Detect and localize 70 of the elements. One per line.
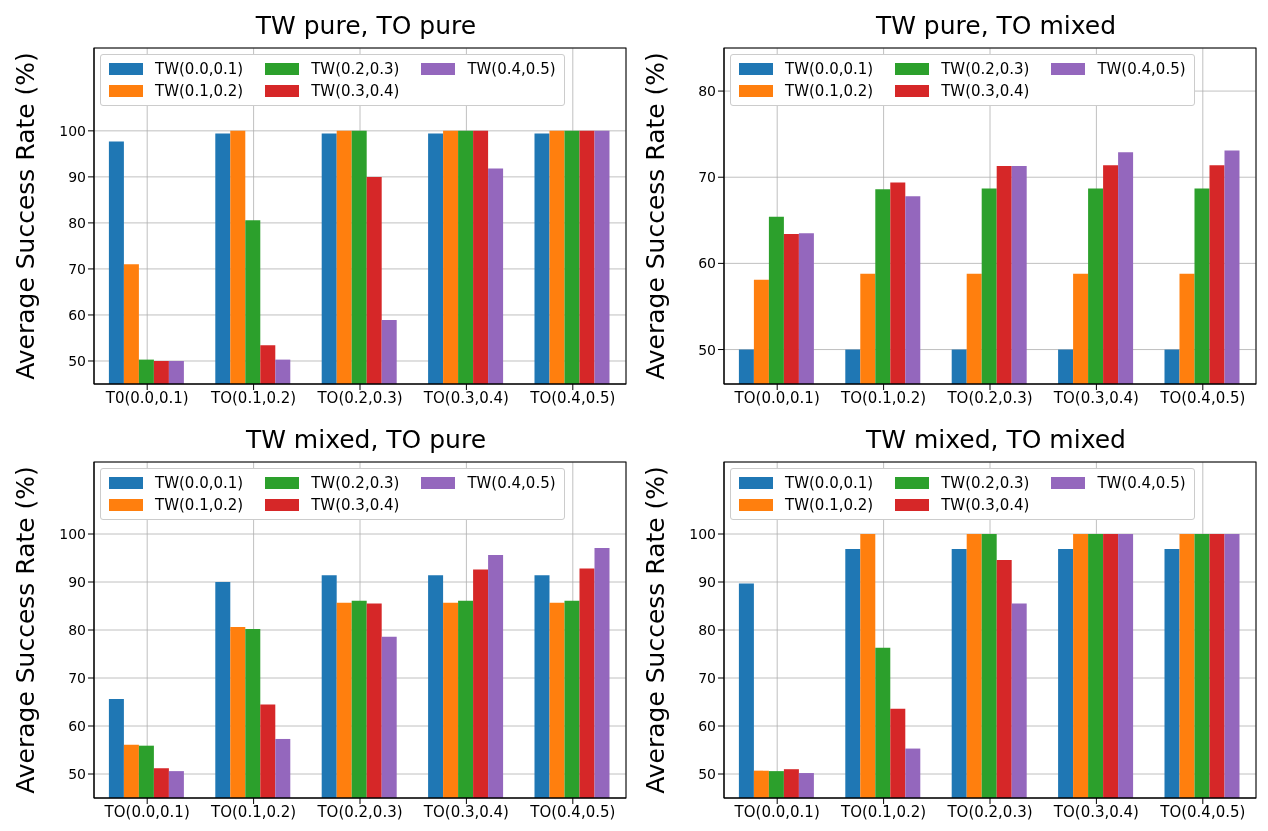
legend-label: TW(0.2,0.3) [941,474,1030,492]
legend-label: TW(0.0,0.1) [785,474,874,492]
legend-label: TW(0.0,0.1) [155,60,244,78]
x-tick-label: TO(0.1,0.2) [210,388,297,407]
y-axis-title: Average Success Rate (%) [10,466,40,794]
y-tick-label: 100 [689,525,716,542]
x-tick-label: TO(0.1,0.2) [210,802,297,821]
y-tick-label: 70 [68,669,86,686]
y-tick-label: 80 [68,621,86,638]
y-tick-label: 80 [698,83,716,100]
x-tick-label: TO(0.3,0.4) [1052,388,1139,407]
x-tick-label: TO(0.2,0.3) [316,802,403,821]
y-axis-title: Average Success Rate (%) [10,52,40,380]
x-tick-label: TO(0.2,0.3) [316,388,403,407]
x-tick-label: TO(0.1,0.2) [840,388,927,407]
y-tick-label: 50 [698,341,716,358]
y-tick-label: 60 [698,717,716,734]
y-tick-label: 100 [59,525,86,542]
y-tick-label: 90 [68,573,86,590]
x-tick-label: TO(0.4,0.5) [1159,388,1246,407]
chart-title: TW pure, TO pure [254,10,478,42]
x-tick-label: TO(0.0,0.1) [733,388,820,407]
x-tick-label: TO(0.0,0.1) [733,802,820,821]
legend-label: TW(0.2,0.3) [941,60,1030,78]
legend-label: TW(0.3,0.4) [311,496,400,514]
chart-title: TW pure, TO mixed [874,10,1118,42]
y-tick-label: 90 [68,168,86,185]
legend-label: TW(0.4,0.5) [1097,60,1186,78]
y-tick-label: 50 [68,765,86,782]
y-tick-label: 60 [698,255,716,272]
x-tick-label: TO(0.2,0.3) [946,802,1033,821]
y-axis-title: Average Success Rate (%) [640,52,670,380]
legend-label: TW(0.2,0.3) [311,474,400,492]
chart-title: TW mixed, TO mixed [865,424,1127,456]
legend-label: TW(0.3,0.4) [311,82,400,100]
x-tick-label: T0(0.0,0.1) [104,388,189,407]
x-tick-label: TO(0.3,0.4) [422,388,509,407]
legend-label: TW(0.0,0.1) [155,474,244,492]
x-tick-label: TO(0.3,0.4) [422,802,509,821]
legend-label: TW(0.1,0.2) [155,82,244,100]
legend-label: TW(0.3,0.4) [941,82,1030,100]
y-tick-label: 70 [68,260,86,277]
legend-label: TW(0.1,0.2) [155,496,244,514]
y-tick-label: 60 [68,717,86,734]
legend-label: TW(0.4,0.5) [467,474,556,492]
legend-label: TW(0.3,0.4) [941,496,1030,514]
y-tick-label: 70 [698,669,716,686]
y-tick-label: 70 [698,169,716,186]
x-tick-label: TO(0.1,0.2) [840,802,927,821]
y-tick-label: 60 [68,306,86,323]
y-tick-label: 100 [59,122,86,139]
x-tick-label: TO(0.4,0.5) [529,802,616,821]
x-tick-label: TO(0.3,0.4) [1052,802,1139,821]
legend-label: TW(0.1,0.2) [785,496,874,514]
x-tick-label: TO(0.0,0.1) [103,802,190,821]
y-tick-label: 50 [68,352,86,369]
y-tick-label: 90 [698,573,716,590]
x-tick-label: TO(0.4,0.5) [1159,802,1246,821]
y-axis-title: Average Success Rate (%) [640,466,670,794]
legend-label: TW(0.2,0.3) [311,60,400,78]
y-tick-label: 80 [698,621,716,638]
legend-label: TW(0.1,0.2) [785,82,874,100]
x-tick-label: TO(0.4,0.5) [529,388,616,407]
legend-label: TW(0.4,0.5) [467,60,556,78]
y-tick-label: 80 [68,214,86,231]
x-tick-label: TO(0.2,0.3) [946,388,1033,407]
chart-title: TW mixed, TO pure [244,424,488,456]
y-tick-label: 50 [698,765,716,782]
legend-label: TW(0.0,0.1) [785,60,874,78]
legend-label: TW(0.4,0.5) [1097,474,1186,492]
